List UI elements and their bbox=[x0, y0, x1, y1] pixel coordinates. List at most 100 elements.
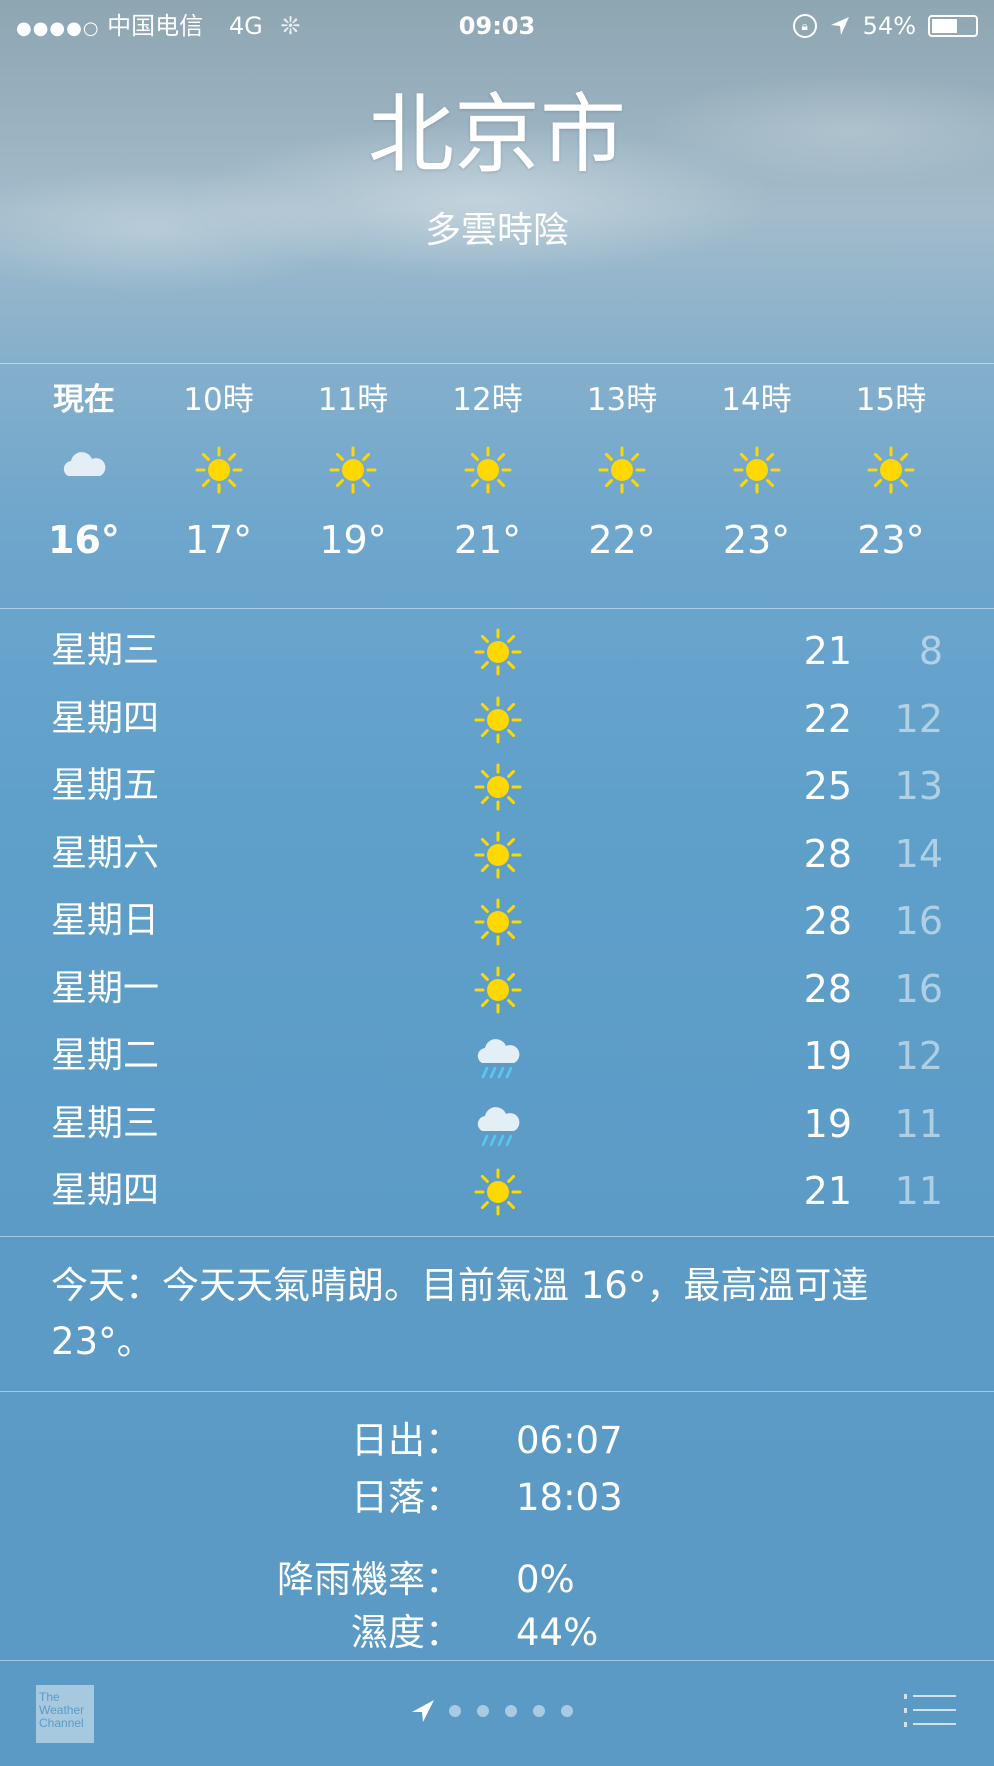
page-dot[interactable] bbox=[477, 1705, 489, 1717]
detail-value: 18:03 bbox=[516, 1476, 623, 1519]
sun-icon bbox=[195, 446, 242, 494]
day-name: 星期日 bbox=[51, 900, 160, 941]
low-temp: 12 bbox=[894, 696, 943, 741]
sun-icon bbox=[474, 966, 522, 1013]
high-temp: 28 bbox=[803, 899, 852, 943]
day-name: 星期五 bbox=[51, 765, 160, 806]
battery-percent: 54% bbox=[862, 12, 916, 40]
high-temp: 19 bbox=[803, 1034, 852, 1078]
detail-value: 0% bbox=[516, 1558, 575, 1601]
low-temp: 16 bbox=[894, 966, 943, 1011]
low-temp: 14 bbox=[894, 831, 943, 876]
day-name: 星期一 bbox=[51, 967, 160, 1009]
hourly-item: 現在 16° bbox=[19, 378, 149, 570]
divider bbox=[0, 363, 994, 364]
location-arrow-icon bbox=[412, 1700, 434, 1722]
sun-icon bbox=[733, 446, 780, 494]
high-temp: 25 bbox=[803, 764, 852, 808]
sun-icon bbox=[464, 446, 511, 494]
hourly-item: 12時 21° bbox=[423, 378, 553, 570]
page-dot[interactable] bbox=[561, 1705, 573, 1717]
high-temp: 28 bbox=[803, 966, 852, 1011]
sun-icon bbox=[598, 446, 646, 494]
hour-label: 10時 bbox=[183, 382, 254, 418]
hourly-item: 15時 23° bbox=[826, 378, 956, 570]
detail-value: 06:07 bbox=[516, 1419, 623, 1462]
city-list-icon[interactable] bbox=[904, 1694, 956, 1728]
location-arrow-icon bbox=[830, 17, 849, 35]
current-condition: 多雲時陰 bbox=[424, 210, 569, 251]
day-name: 星期六 bbox=[51, 832, 160, 874]
low-temp: 16 bbox=[894, 899, 943, 943]
daily-row: 星期六 28 14 bbox=[0, 821, 994, 888]
cloud-icon bbox=[63, 452, 106, 476]
sun-icon bbox=[474, 696, 522, 743]
sun-icon bbox=[474, 763, 522, 811]
today-summary: 今天：今天天氣晴朗。目前氣溫 16°，最高溫可達 23°。 bbox=[51, 1264, 869, 1363]
high-temp: 19 bbox=[803, 1101, 852, 1146]
daily-row: 星期二 19 12 bbox=[0, 1023, 994, 1090]
sun-icon bbox=[474, 831, 522, 878]
cloud-background bbox=[0, 0, 994, 363]
detail-value: 44% bbox=[516, 1611, 599, 1654]
network-type: 4G bbox=[228, 12, 263, 40]
detail-label: 日出： bbox=[351, 1419, 462, 1462]
daily-row: 星期三 21 8 bbox=[0, 618, 994, 685]
daily-row: 星期日 28 16 bbox=[0, 888, 994, 955]
daily-row: 星期一 28 16 bbox=[0, 956, 994, 1023]
detail-label: 濕度： bbox=[351, 1611, 462, 1654]
hourly-item: 10時 17° bbox=[154, 378, 284, 570]
carrier: 中国电信 bbox=[107, 12, 204, 40]
day-name: 星期三 bbox=[51, 630, 160, 671]
page-indicator[interactable] bbox=[410, 1698, 573, 1724]
daily-row: 星期五 25 13 bbox=[0, 753, 994, 820]
day-name: 星期二 bbox=[51, 1035, 160, 1076]
page-dot[interactable] bbox=[533, 1705, 545, 1717]
city-name: 北京市 bbox=[368, 85, 626, 185]
high-temp: 28 bbox=[803, 831, 852, 876]
low-temp: 8 bbox=[918, 629, 943, 673]
page-dot[interactable] bbox=[505, 1705, 517, 1717]
hour-temp: 21° bbox=[453, 518, 522, 562]
orientation-lock-icon: 🔒︎ bbox=[792, 14, 817, 38]
high-temp: 22 bbox=[803, 696, 852, 741]
hour-temp: 19° bbox=[319, 518, 387, 562]
hourly-item: 14時 23° bbox=[692, 378, 822, 570]
divider bbox=[0, 608, 994, 609]
status-left: ●●●●○ 中国电信 4G ❊ bbox=[16, 10, 300, 42]
hour-label: 14時 bbox=[721, 382, 792, 418]
hour-temp: 23° bbox=[857, 518, 925, 562]
divider bbox=[0, 1391, 994, 1392]
hour-temp: 16° bbox=[48, 518, 120, 562]
day-name: 星期三 bbox=[51, 1102, 160, 1144]
sun-icon bbox=[474, 628, 522, 676]
hour-temp: 23° bbox=[722, 518, 791, 562]
high-temp: 21 bbox=[803, 629, 852, 673]
page-dot[interactable] bbox=[449, 1705, 461, 1717]
hourly-item: 11時 19° bbox=[288, 378, 418, 570]
low-temp: 11 bbox=[894, 1101, 943, 1146]
high-temp: 21 bbox=[803, 1169, 852, 1213]
battery-icon bbox=[928, 15, 978, 37]
rain-icon bbox=[477, 1039, 520, 1079]
hour-label: 11時 bbox=[317, 382, 389, 418]
hourly-item: 13時 22° bbox=[557, 378, 687, 570]
sun-icon bbox=[329, 446, 377, 494]
hour-temp: 17° bbox=[184, 518, 253, 562]
hour-label: 15時 bbox=[855, 382, 927, 418]
day-name: 星期四 bbox=[51, 1170, 160, 1211]
daily-row: 星期四 21 11 bbox=[0, 1158, 994, 1225]
weather-channel-logo[interactable]: The Weather Channel bbox=[36, 1685, 94, 1743]
signal-strength: ●●●●○ bbox=[16, 18, 100, 39]
sun-icon bbox=[474, 898, 522, 946]
low-temp: 12 bbox=[894, 1034, 943, 1078]
divider bbox=[0, 1660, 994, 1661]
hour-label: 12時 bbox=[452, 382, 523, 418]
hour-temp: 22° bbox=[588, 518, 656, 562]
low-temp: 13 bbox=[894, 764, 943, 808]
activity-spinner-icon: ❊ bbox=[280, 12, 301, 40]
day-name: 星期四 bbox=[51, 697, 160, 739]
divider bbox=[0, 1236, 994, 1237]
daily-row: 星期三 19 11 bbox=[0, 1091, 994, 1158]
low-temp: 11 bbox=[894, 1169, 943, 1213]
